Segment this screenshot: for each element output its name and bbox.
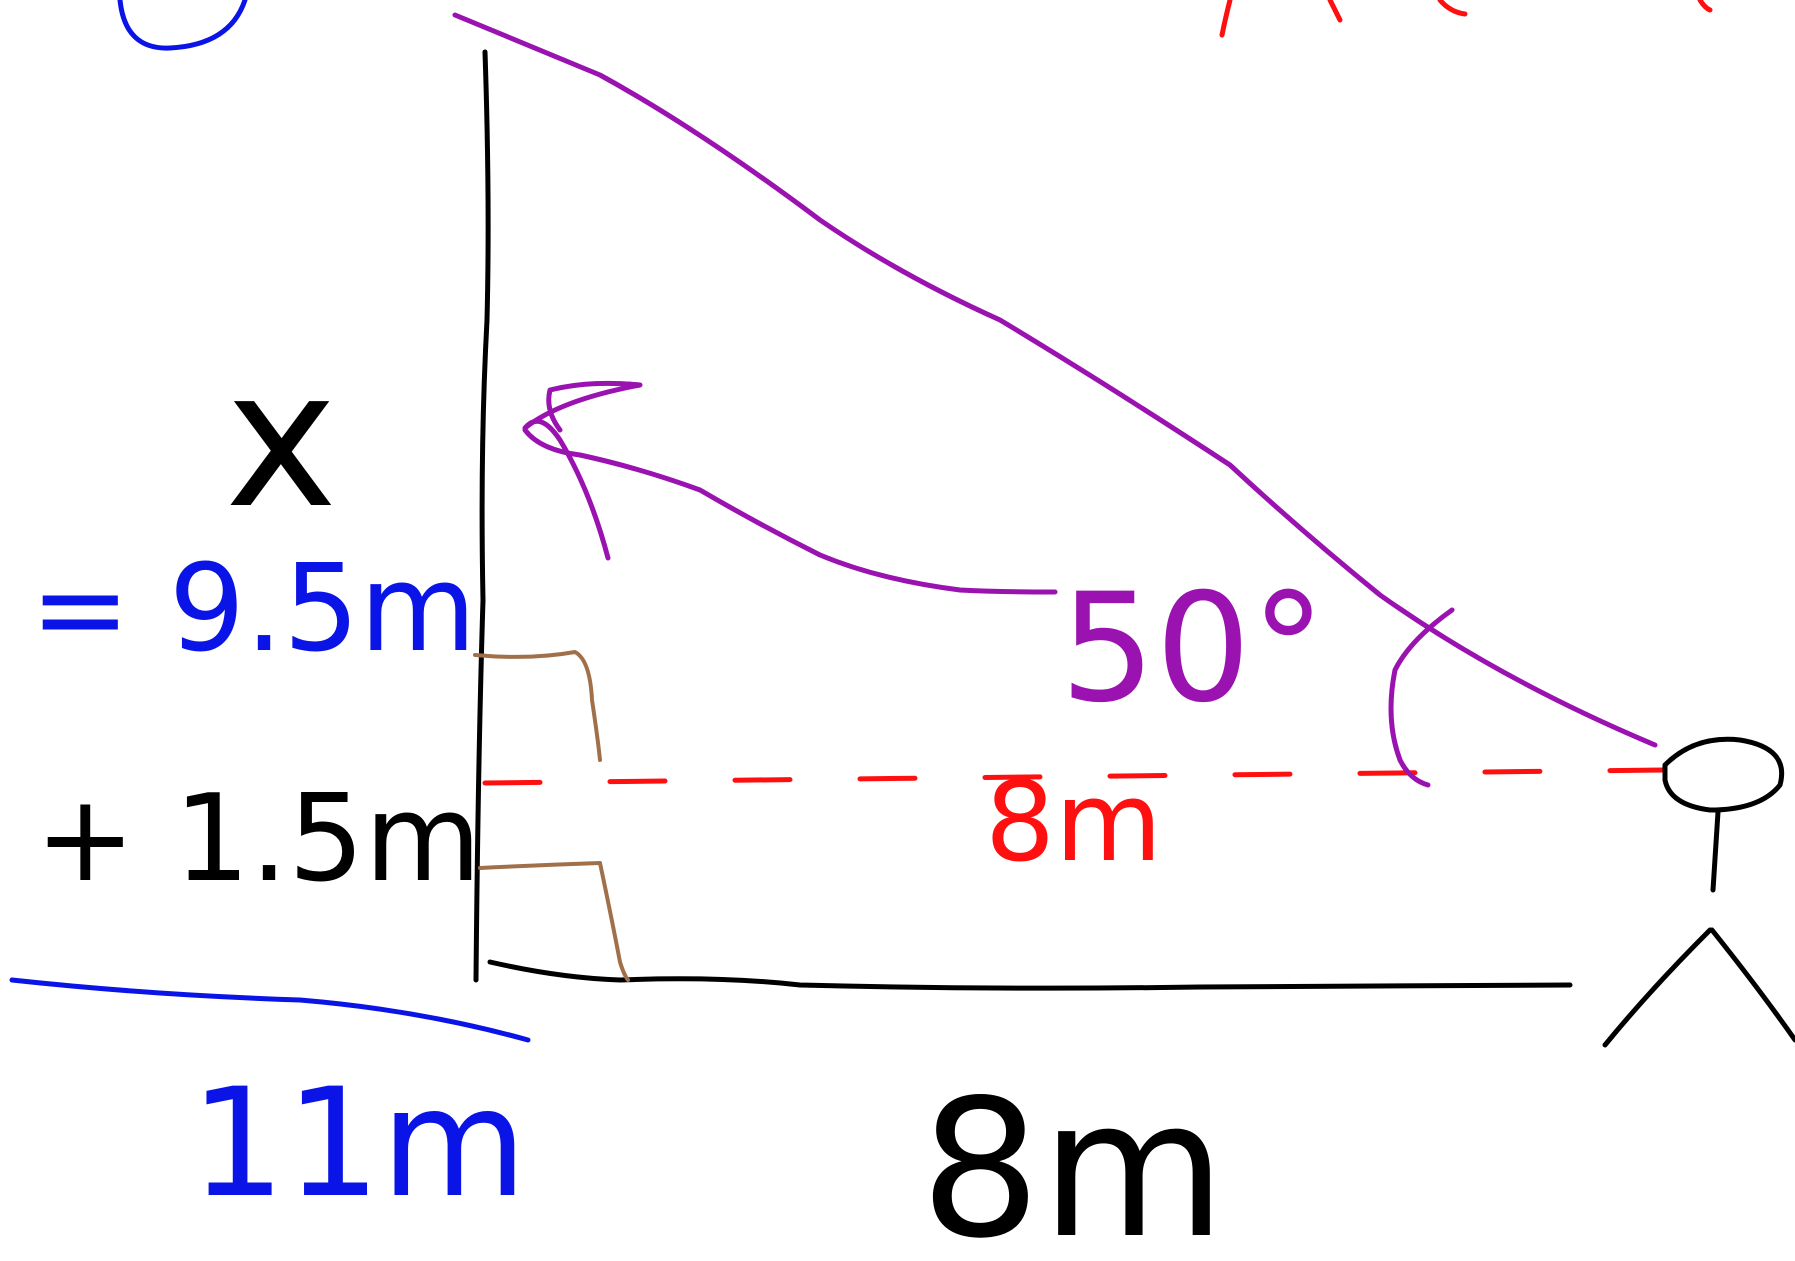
height-line xyxy=(473,49,491,983)
eye-level-length-label: 8m xyxy=(985,758,1162,886)
angle-arrow xyxy=(522,427,1058,595)
ground-line xyxy=(487,959,1573,991)
angle-label: 50° xyxy=(1060,562,1326,736)
angle-arc xyxy=(1388,607,1455,788)
base-length-label: 8m xyxy=(920,1059,1226,1261)
top-left-partial-stroke xyxy=(117,0,248,51)
stick-figure-icon xyxy=(1602,736,1795,1048)
right-angle-marker-top xyxy=(473,650,602,762)
top-right-partial-stroke xyxy=(1219,0,1713,38)
plus-value-label: + 1.5m xyxy=(35,770,481,909)
equals-value-label: = 9.5m xyxy=(30,540,476,679)
angle-arrow-head xyxy=(522,380,643,561)
line-of-sight xyxy=(452,12,1658,748)
sum-underline xyxy=(9,977,531,1043)
unknown-height-label: x xyxy=(225,329,337,550)
total-label: 11m xyxy=(190,1057,527,1231)
right-angle-marker-bottom xyxy=(478,861,630,982)
